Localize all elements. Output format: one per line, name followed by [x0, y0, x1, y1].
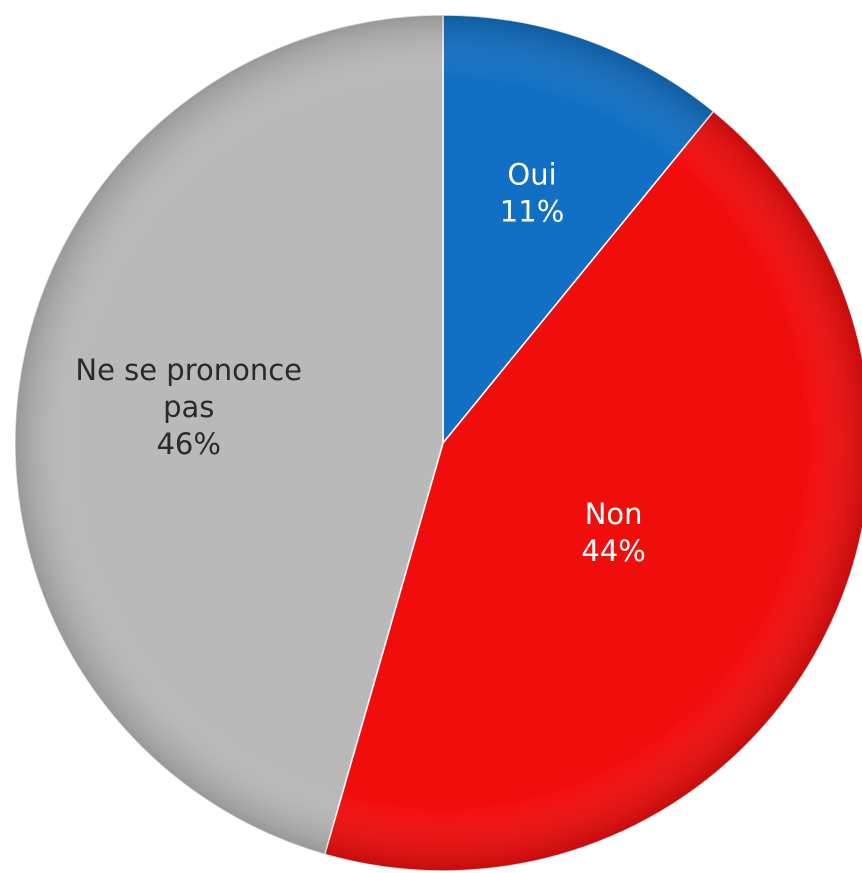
pie-label-non: Non 44%	[581, 497, 645, 568]
pie-label-ne-se-prononce-pas: Ne se prononce pas 46%	[75, 353, 302, 461]
pie-labels: Oui 11% Non 44% Ne se prononce pas 46%	[75, 158, 645, 568]
pie-label-oui: Oui 11%	[500, 158, 564, 229]
pie-slices	[14, 14, 862, 872]
